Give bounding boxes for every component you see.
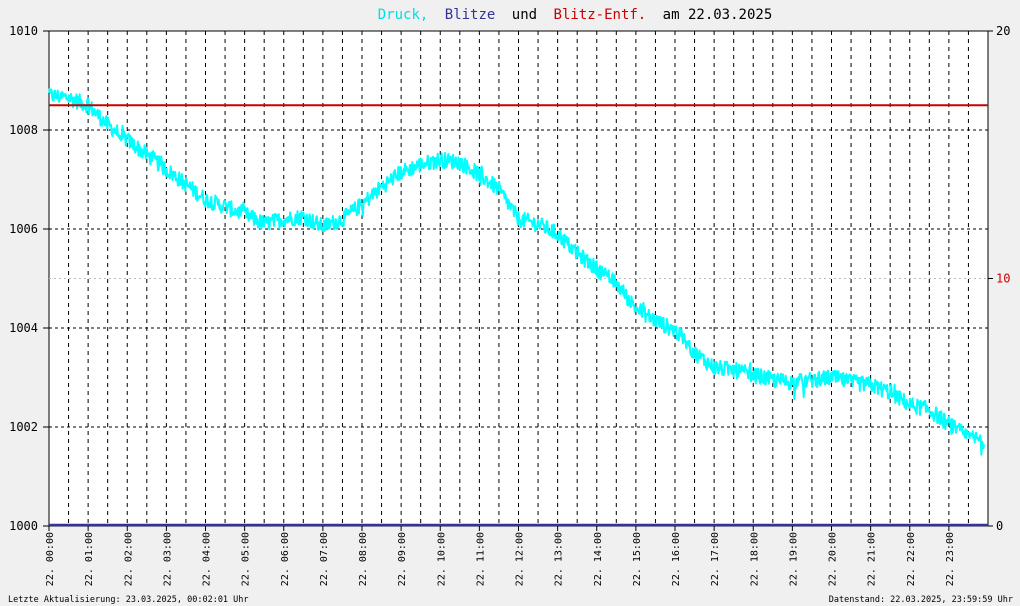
x-tick-label: 22. 21:00 xyxy=(867,532,878,586)
footer-last-update: Letzte Aktualisierung: 23.03.2025, 00:02… xyxy=(8,595,249,605)
x-tick-label: 22. 14:00 xyxy=(593,532,604,586)
y-tick-label: 1002 xyxy=(9,420,38,434)
y-tick-label: 1010 xyxy=(9,24,38,38)
x-tick-label: 22. 08:00 xyxy=(358,532,369,586)
x-tick-label: 22. 02:00 xyxy=(123,532,134,586)
y-tick-label: 1006 xyxy=(9,222,38,236)
x-tick-label: 22. 06:00 xyxy=(280,532,291,586)
x-tick-label: 22. 23:00 xyxy=(945,532,956,586)
x-tick-label: 22. 05:00 xyxy=(241,532,252,586)
grid xyxy=(49,31,988,526)
x-tick-label: 22. 11:00 xyxy=(475,532,486,586)
x-tick-label: 22. 04:00 xyxy=(202,532,213,586)
x-tick-label: 22. 07:00 xyxy=(319,532,330,586)
x-tick-label: 22. 19:00 xyxy=(788,532,799,586)
x-tick-label: 22. 00:00 xyxy=(45,532,56,586)
x-tick-label: 22. 10:00 xyxy=(436,532,447,586)
title-date: am 22.03.2025 xyxy=(663,7,773,23)
series-layer xyxy=(48,87,988,527)
right-axis: 0 10 20 xyxy=(988,24,1010,533)
x-tick-label: 22. 13:00 xyxy=(554,532,565,586)
title-und: und xyxy=(512,7,537,23)
x-tick-label: 22. 17:00 xyxy=(710,532,721,586)
x-axis: 22. 00:00 22. 01:00 22. 02:00 22. 03:00 22. … xyxy=(45,526,956,586)
x-tick-label: 22. 18:00 xyxy=(749,532,760,586)
x-tick-label: 22. 22:00 xyxy=(906,532,917,586)
y-tick-label: 1008 xyxy=(9,123,38,137)
series-druck-line xyxy=(48,87,986,456)
x-tick-label: 22. 03:00 xyxy=(162,532,173,586)
left-axis: 1000 1002 1004 1006 1008 1010 xyxy=(9,24,49,533)
x-tick-label: 22. 09:00 xyxy=(397,532,408,586)
x-tick-label: 22. 12:00 xyxy=(515,532,526,586)
y-right-tick-label: 0 xyxy=(996,519,1003,533)
title-blitze: Blitze xyxy=(445,7,496,23)
y-tick-label: 1004 xyxy=(9,321,38,335)
x-tick-label: 22. 20:00 xyxy=(828,532,839,586)
title-blitz-entf: Blitz-Entf. xyxy=(554,7,647,23)
y-tick-label: 1000 xyxy=(9,519,38,533)
y-right-tick-label: 10 xyxy=(996,272,1010,286)
footer-data-state: Datenstand: 22.03.2025, 23:59:59 Uhr xyxy=(829,595,1013,605)
x-tick-label: 22. 01:00 xyxy=(84,532,95,586)
y-right-tick-label: 20 xyxy=(996,24,1010,38)
x-tick-label: 22. 15:00 xyxy=(632,532,643,586)
title-druck: Druck, xyxy=(378,7,429,23)
x-tick-label: 22. 16:00 xyxy=(671,532,682,586)
chart-title: Druck, Blitze und Blitz-Entf. am 22.03.2… xyxy=(378,7,773,23)
